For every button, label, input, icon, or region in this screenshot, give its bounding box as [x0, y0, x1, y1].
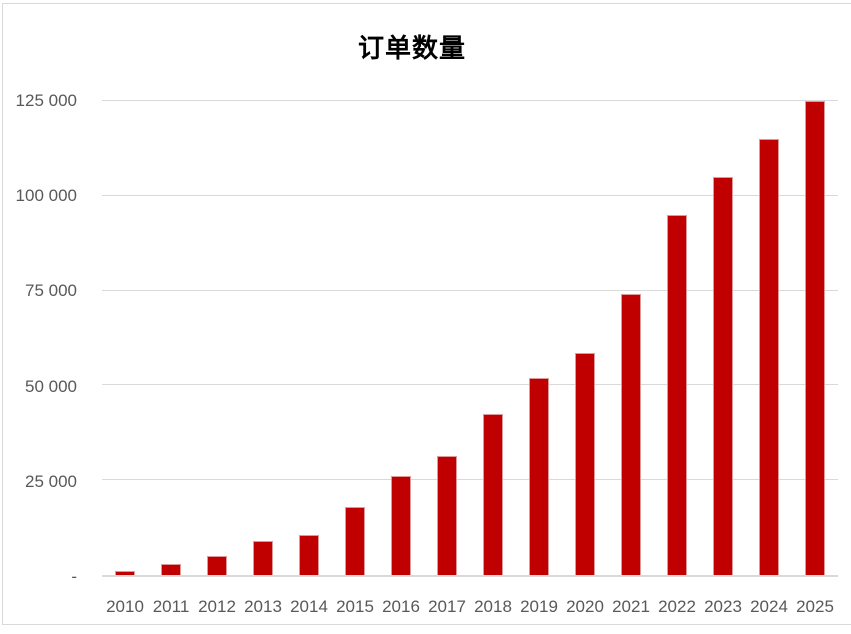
x-tick-label: 2016 [382, 597, 420, 616]
bar-2018 [483, 413, 503, 575]
bar-2019 [529, 377, 549, 575]
x-tick-label: 2010 [106, 597, 144, 616]
x-tick-label: 2023 [704, 597, 742, 616]
x-tick-label: 2013 [244, 597, 282, 616]
gridline-125000 [102, 100, 838, 101]
gridline-25000 [102, 479, 838, 481]
bar-2021 [621, 294, 641, 575]
x-axis: 2010 2011 2012 2013 2014 2015 2016 2017 2018 2019… [102, 597, 838, 619]
bar-2022 [667, 214, 687, 575]
bar-2012 [207, 556, 227, 575]
y-axis: - 25 000 50 000 75 000 100 000 125 000 [0, 91, 77, 586]
plot-area [102, 100, 838, 577]
y-tick-label: 125 000 [15, 91, 77, 110]
x-tick-label: 2021 [612, 597, 650, 616]
bar-2020 [575, 353, 595, 575]
bar-2017 [437, 455, 457, 575]
x-tick-label: 2024 [750, 597, 788, 616]
x-tick-label: 2025 [796, 597, 834, 616]
bar-2014 [299, 535, 319, 575]
gridline-75000 [102, 289, 838, 291]
bar-2010 [115, 571, 135, 575]
bar-2023 [713, 176, 733, 575]
bar-2024 [759, 138, 779, 575]
y-tick-label: 100 000 [15, 186, 77, 206]
bar-2025 [805, 101, 825, 575]
bar-2016 [391, 476, 411, 575]
x-tick-label: 2014 [290, 597, 328, 616]
gridline-100000 [102, 194, 838, 196]
x-tick-label: 2017 [428, 597, 466, 616]
chart-title: 订单数量 [357, 34, 466, 63]
x-tick-label: 2012 [198, 597, 236, 616]
x-tick-label: 2015 [336, 597, 374, 616]
x-tick-label: 2019 [520, 597, 558, 616]
bar-2013 [253, 540, 273, 575]
y-tick-label: 75 000 [25, 281, 77, 301]
x-tick-label: 2011 [152, 597, 190, 616]
y-tick-label: 50 000 [25, 376, 77, 396]
y-tick-label: 25 000 [25, 471, 77, 491]
x-tick-label: 2020 [566, 597, 604, 616]
bar-2011 [161, 563, 181, 575]
x-tick-label: 2022 [658, 597, 696, 616]
x-tick-label: 2018 [474, 597, 512, 616]
y-tick-label: - [71, 567, 77, 586]
gridline-50000 [102, 384, 838, 386]
bar-2015 [345, 506, 365, 575]
